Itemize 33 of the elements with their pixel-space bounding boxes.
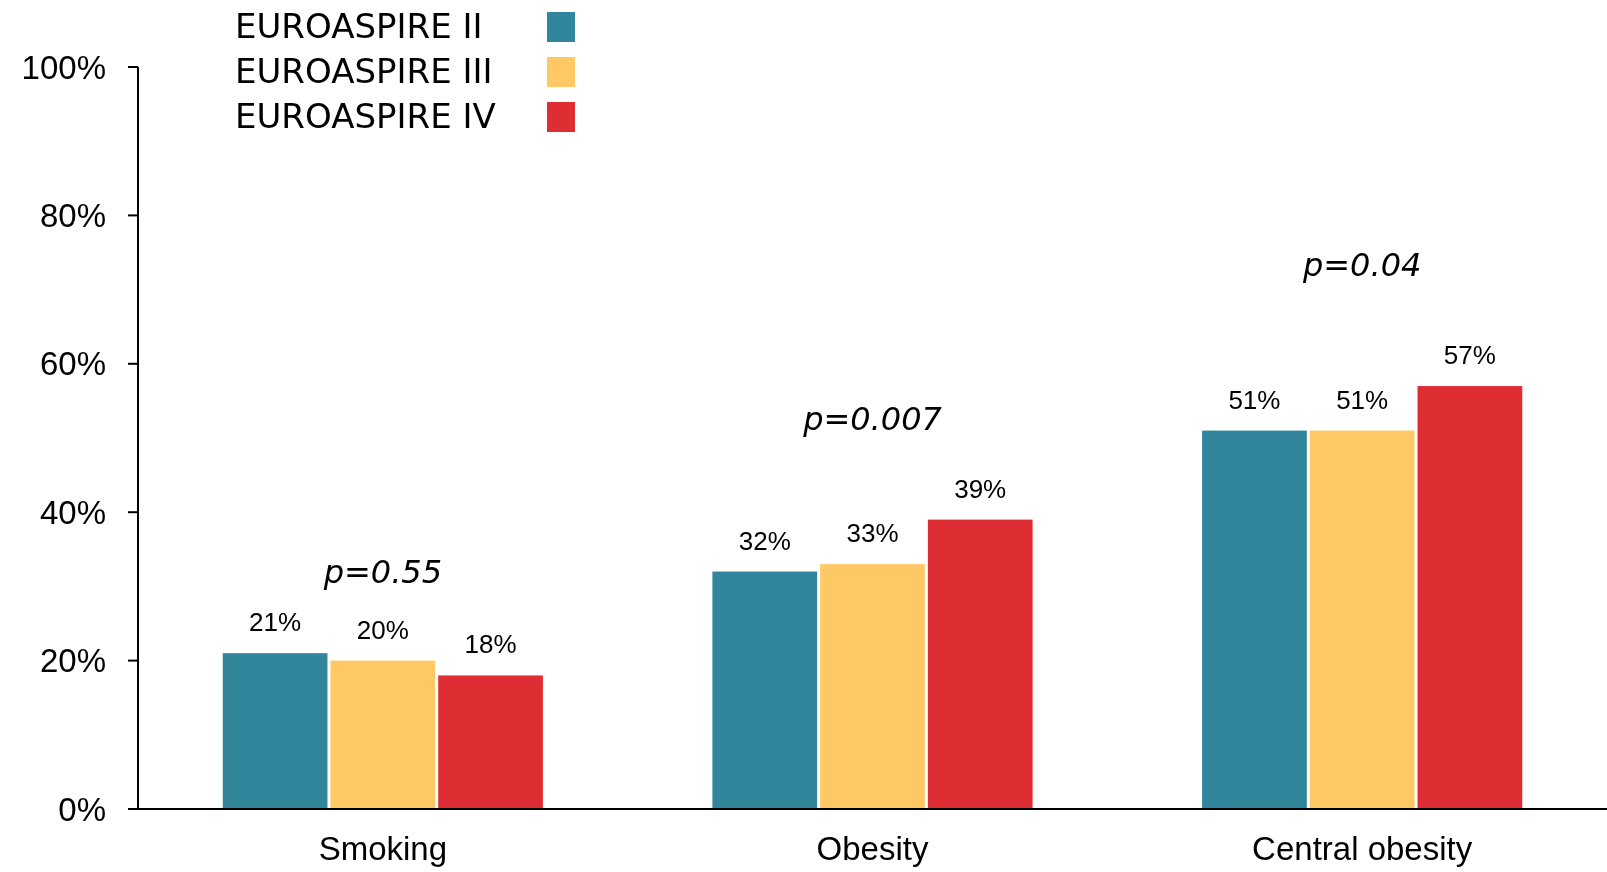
x-tick-label: Smoking xyxy=(318,830,448,867)
data-label: 51% xyxy=(1228,384,1281,415)
data-label: 21% xyxy=(249,607,302,638)
y-tick-label: 20% xyxy=(39,642,106,680)
data-label: 20% xyxy=(356,614,409,645)
bar xyxy=(330,660,436,809)
y-tick-label: 80% xyxy=(39,196,106,234)
data-label: 18% xyxy=(464,629,517,660)
y-tick-label: 60% xyxy=(39,345,106,383)
y-tick-label: 0% xyxy=(58,790,106,828)
bar xyxy=(222,653,328,809)
legend-label: EUROASPIRE II xyxy=(235,6,483,46)
annotation: p=0.007 xyxy=(802,399,943,438)
annotation: p=0.04 xyxy=(1301,246,1422,285)
data-label: 57% xyxy=(1443,340,1496,371)
bar xyxy=(1309,430,1415,809)
bar xyxy=(1202,430,1307,809)
y-tick-label: 100% xyxy=(21,48,106,86)
legend-label: EUROASPIRE III xyxy=(235,51,493,91)
bar xyxy=(438,675,543,809)
bar xyxy=(820,564,925,809)
y-tick-label: 40% xyxy=(39,493,106,531)
legend-label: EUROASPIRE IV xyxy=(235,96,496,136)
data-label: 32% xyxy=(738,525,791,556)
data-label: 33% xyxy=(846,518,899,549)
x-tick-label: Central obesity xyxy=(1252,830,1473,867)
x-tick-label: Obesity xyxy=(816,830,929,867)
data-label: 51% xyxy=(1336,384,1389,415)
bar xyxy=(927,519,1033,809)
bar xyxy=(712,571,818,809)
data-label: 39% xyxy=(954,473,1007,504)
annotation: p=0.55 xyxy=(322,553,443,592)
bar xyxy=(1417,386,1523,809)
